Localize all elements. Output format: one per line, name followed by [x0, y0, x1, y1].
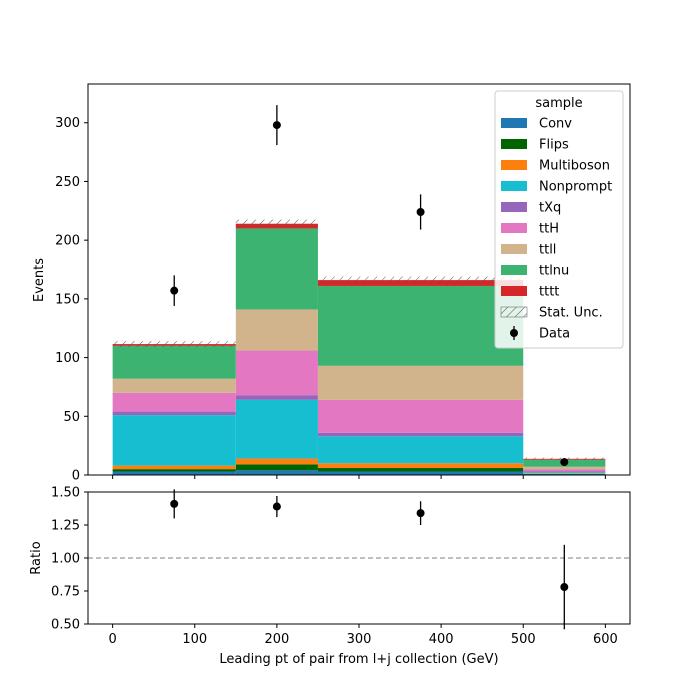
ratio-y-axis-ticks: 0.50 0.75 1.00 1.25 1.50 [51, 486, 88, 633]
bar-txq [317, 432, 524, 437]
x-tick-label: 400 [429, 632, 454, 647]
bar-multiboson [235, 458, 318, 465]
ratio-y-tick-label: 1.25 [51, 519, 80, 534]
legend-swatch-flips [501, 139, 527, 149]
bar-tth [317, 399, 524, 433]
ratio-point [170, 499, 179, 508]
legend-swatch-ttlnu [501, 265, 527, 275]
data-points [170, 105, 569, 467]
ratio-y-tick-label: 0.75 [51, 585, 80, 600]
bar-multiboson [317, 463, 524, 468]
ratio-point [272, 502, 281, 511]
legend-swatch-ttll [501, 244, 527, 254]
bar-conv [112, 471, 236, 475]
bar-ttlnu [112, 345, 236, 379]
y-axis-label: Events [32, 258, 47, 302]
data-point [170, 286, 179, 295]
legend-swatch-nonprompt [501, 181, 527, 191]
bar-nonprompt [112, 415, 236, 466]
ratio-points [170, 489, 569, 630]
bar-conv [523, 473, 606, 475]
bar-nonprompt [317, 436, 524, 464]
legend-label: Conv [539, 117, 572, 132]
bar-ttlnu [317, 285, 524, 366]
y-tick-label: 300 [55, 116, 80, 131]
stat-unc-band [112, 341, 236, 348]
legend: sample Conv Flips Multiboson Nonprompt tXq ttH… [494, 90, 624, 349]
legend-label: tXq [539, 201, 561, 216]
bar-txq [523, 471, 606, 473]
legend-swatch-multiboson [501, 160, 527, 170]
data-point [272, 121, 281, 130]
legend-data-marker [510, 329, 518, 337]
bar-ttll [523, 466, 606, 470]
bar-ttll [235, 309, 318, 351]
bar-tth [523, 469, 606, 472]
bar-multiboson [523, 473, 606, 474]
bar-flips [112, 469, 236, 472]
y-tick-label: 200 [55, 234, 80, 249]
ratio-point [560, 583, 569, 592]
x-tick-label: 500 [511, 632, 536, 647]
x-tick-label: 200 [264, 632, 289, 647]
x-tick-label: 100 [182, 632, 207, 647]
x-tick-label: 600 [593, 632, 618, 647]
bar-nonprompt [235, 399, 318, 459]
y-tick-label: 0 [72, 469, 80, 484]
ratio-y-tick-label: 1.50 [51, 486, 80, 501]
bar-flips [235, 464, 318, 471]
legend-swatch-tttt [501, 286, 527, 296]
ratio-y-axis-label: Ratio [29, 541, 44, 574]
bar-multiboson [112, 465, 236, 470]
legend-label: Data [539, 327, 570, 342]
y-tick-label: 50 [63, 410, 80, 425]
bar-txq [235, 395, 318, 400]
ratio-point [416, 509, 425, 518]
bar-ttll [112, 378, 236, 393]
stat-unc-band [235, 219, 318, 228]
ratio-y-tick-label: 0.50 [51, 618, 80, 633]
y-tick-label: 150 [55, 292, 80, 307]
legend-label: Multiboson [539, 159, 610, 174]
bar-tth [112, 392, 236, 412]
bar-tth [235, 350, 318, 396]
x-tick-label: 0 [108, 632, 116, 647]
x-tick-label: 300 [347, 632, 372, 647]
x-axis-label: Leading pt of pair from l+j collection (… [219, 652, 498, 667]
legend-swatch-txq [501, 202, 527, 212]
data-point [416, 207, 425, 216]
legend-label: Flips [539, 138, 569, 153]
stat-unc-band [317, 276, 524, 284]
legend-title: sample [535, 96, 582, 111]
bar-nonprompt [523, 472, 606, 474]
bar-txq [112, 411, 236, 416]
legend-swatch-stat-unc [500, 306, 528, 318]
stacked-bars [112, 223, 606, 475]
bar-conv [317, 471, 524, 475]
data-point [560, 458, 569, 467]
legend-swatch-tth [501, 223, 527, 233]
main-panel: 0 50 100 150 200 250 300 Events [32, 83, 631, 484]
legend-label: ttll [539, 243, 556, 258]
legend-label: ttH [539, 222, 559, 237]
legend-label: Nonprompt [539, 180, 612, 195]
bar-ttlnu [235, 228, 318, 310]
main-y-axis-ticks: 0 50 100 150 200 250 300 [55, 116, 88, 484]
main-x-axis-ticks [112, 475, 606, 479]
y-tick-label: 100 [55, 351, 80, 366]
legend-frame [494, 90, 624, 349]
ratio-y-tick-label: 1.00 [51, 552, 80, 567]
ratio-panel: 0.50 0.75 1.00 1.25 1.50 0 100 200 300 400 500 600… [29, 486, 631, 667]
bar-ttll [317, 365, 524, 400]
legend-label: ttlnu [539, 264, 569, 279]
y-tick-label: 250 [55, 175, 80, 190]
legend-swatch-conv [501, 118, 527, 128]
legend-label: Stat. Unc. [539, 306, 603, 321]
bar-conv [235, 470, 318, 475]
legend-label: tttt [539, 285, 559, 300]
ratio-x-axis-ticks: 0 100 200 300 400 500 600 [108, 624, 618, 647]
bar-flips [317, 467, 524, 472]
